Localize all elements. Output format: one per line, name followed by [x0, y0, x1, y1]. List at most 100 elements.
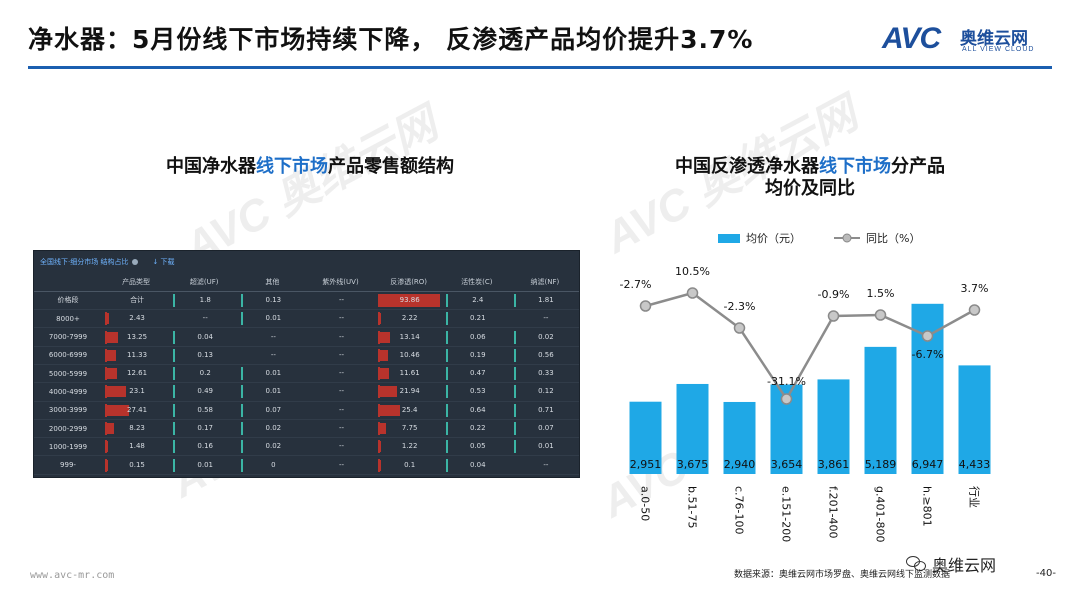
table-row: 6000-6999 11.33 0.13 -- -- 10.46 0.19 0.56 [34, 346, 579, 365]
price-yoy-chart: 均价（元） 同比（%） 2,951 a.0-50 3,675 b.51-75 2,940 c.… [620, 232, 991, 542]
table-row: 2000-2999 8.23 0.17 0.02 -- 7.75 0.22 0.07 [34, 419, 579, 439]
table-cell: 0.53 [442, 382, 511, 402]
table-cell: 8.23 [102, 419, 171, 439]
table-row: 1000-1999 1.48 0.16 0.02 -- 1.22 0.05 0.01 [34, 437, 579, 457]
bar-value-label: 6,947 [912, 458, 944, 471]
table-cell: 0.58 [170, 401, 239, 420]
header-cell: 紫外线(UV) [306, 273, 375, 292]
cell-text: 0.71 [538, 405, 554, 414]
cell-share-bar [379, 349, 388, 361]
wechat-icon [906, 556, 928, 572]
legend-label-yoy: 同比（%） [866, 232, 920, 245]
cell-share-bar [379, 368, 389, 380]
table-cell: 11.33 [102, 346, 171, 365]
x-tick-label: h.≥801 [921, 486, 934, 527]
cell-value-box: -- [309, 312, 371, 325]
cell-value-box: -- [241, 331, 303, 344]
cell-text: 8.23 [129, 424, 145, 433]
cell-text: 13.14 [399, 332, 420, 341]
cell-text: 0.64 [469, 405, 486, 414]
cell-value-box: 8.23 [105, 422, 167, 436]
bar [676, 383, 709, 474]
cell-share-bar [379, 423, 386, 435]
table-cell: 0.19 [442, 346, 511, 365]
table-cell: 合计 [102, 291, 171, 311]
cell-value-box: 7.75 [377, 422, 440, 436]
cell-text: 2.4 [472, 295, 484, 304]
cell-value-box: 11.33 [105, 348, 167, 362]
x-tick-label: c.76-100 [733, 486, 746, 535]
cell-value-box: -- [309, 331, 371, 344]
cell-text: 13.25 [127, 332, 148, 341]
table-cell: 0.05 [442, 437, 511, 457]
cell-value-box: 1.48 [105, 440, 167, 454]
cell-text: 0.02 [265, 424, 282, 433]
cell-text: 0.58 [197, 405, 213, 414]
table-cell: 0.01 [238, 382, 307, 402]
cell-value-box: 0.49 [173, 385, 235, 399]
row-label: 价格段 [34, 291, 102, 311]
cell-text: -- [338, 350, 345, 359]
row-label: 1000-1999 [34, 437, 102, 457]
logo-brand: AVC [882, 22, 941, 55]
wechat-account: 奥维云网 [906, 552, 996, 576]
cell-share-bar [379, 386, 398, 398]
table-cell: 23.1 [102, 382, 171, 402]
table-cell: 27.41 [102, 401, 171, 420]
yoy-value-label: -2.3% [724, 300, 756, 313]
cell-text: 25.4 [401, 405, 418, 414]
yoy-value-label: -31.1% [767, 375, 806, 388]
table-row: 5000-5999 12.61 0.2 0.01 -- 11.61 0.47 0.33 [34, 364, 579, 384]
row-label: 2000-2999 [34, 419, 102, 439]
table-cell: 0.01 [510, 437, 579, 457]
cell-share-bar [379, 331, 391, 343]
website-url: www.avc-mr.com [30, 570, 115, 581]
cell-text: -- [338, 295, 345, 304]
yoy-value-label: -2.7% [620, 278, 652, 291]
yoy-point [780, 393, 793, 405]
left-chart-title: 中国净水器线下市场产品零售额结构 [166, 156, 454, 177]
table-cell: 10.46 [374, 346, 443, 365]
cell-value-box: 0.04 [445, 458, 508, 472]
info-icon[interactable] [132, 259, 139, 265]
cell-value-box: 0.13 [241, 293, 303, 307]
cell-value-box: 0.02 [241, 422, 303, 436]
cell-text: 0.22 [469, 424, 486, 433]
cell-value-box: 1.81 [513, 293, 576, 307]
table-cell: 13.25 [102, 327, 171, 347]
cell-text: 21.94 [399, 387, 420, 396]
cell-text: 0.49 [197, 387, 213, 396]
cell-value-box: 0.01 [241, 385, 303, 399]
cell-text: 0.56 [538, 350, 554, 359]
cell-value-box: -- [309, 349, 371, 362]
cell-value-box: 0.15 [105, 458, 167, 472]
data-table: 产品类型 超滤(UF) 其他 紫外线(UV) 反渗透(RO) 活性炭(C) 纳滤… [34, 273, 579, 475]
cell-text: 0 [271, 460, 276, 469]
table-cell: -- [238, 327, 307, 347]
table-cell: 0.17 [170, 419, 239, 439]
bar-value-label: 3,861 [818, 458, 850, 471]
cell-text: 12.61 [127, 369, 148, 378]
bar-value-label: 2,940 [724, 458, 756, 471]
table-cell: 0.21 [442, 309, 511, 329]
cell-text: 0.33 [538, 369, 554, 378]
cell-value-box: 2.22 [377, 312, 440, 326]
table-cell: 0.56 [510, 346, 579, 365]
table-cell: 1.81 [510, 291, 579, 311]
table-cell: 0.49 [170, 382, 239, 402]
cell-share-bar [107, 368, 118, 380]
download-link[interactable]: ↓ 下载 [152, 258, 175, 266]
cell-share-bar [379, 441, 381, 453]
row-label: 4000-4999 [34, 382, 102, 402]
table-cell: 1.8 [170, 291, 239, 311]
cell-value-box: -- [309, 422, 371, 435]
table-cell: 0.01 [238, 309, 307, 329]
yoy-point [686, 287, 699, 299]
cell-text: 0.07 [538, 424, 554, 433]
table-cell: -- [170, 309, 239, 329]
table-row: 8000+ 2.43 -- 0.01 -- 2.22 0.21 -- [34, 309, 579, 329]
cell-text: 0.07 [265, 405, 282, 414]
table-cell: 1.48 [102, 437, 171, 457]
cell-text: 1.81 [538, 295, 554, 304]
legend-swatch-yoy-dot [842, 233, 852, 243]
